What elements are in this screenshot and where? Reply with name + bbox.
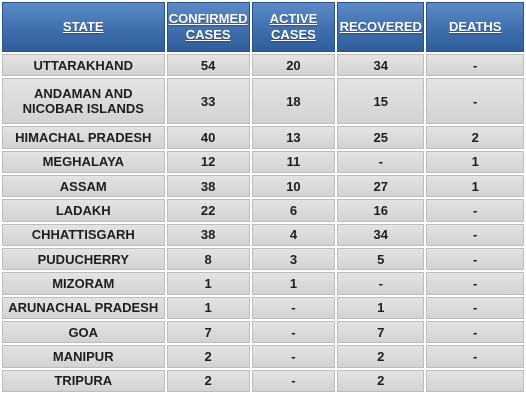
deaths-cell: - xyxy=(426,345,524,368)
table-row: GOA 7-7- xyxy=(2,320,524,344)
table-row: TRIPURA 2-2 xyxy=(2,369,524,392)
active-cell: - xyxy=(251,345,336,368)
state-cell: UTTARAKHAND xyxy=(2,54,165,77)
header-active-cases: ACTIVE CASES xyxy=(251,2,336,52)
table-row: ARUNACHAL PRADESH 1-1- xyxy=(2,296,524,319)
state-cell: MIZORAM xyxy=(2,272,165,295)
header-confirmed-cases: CONFIRMED CASES xyxy=(166,2,250,52)
deaths-cell: 1 xyxy=(426,174,524,198)
table-row: ANDAMAN AND NICOBAR ISLANDS 33 18 15- xyxy=(2,78,524,125)
confirmed-cell: 1 xyxy=(166,272,250,295)
recovered-cell: 2 xyxy=(337,369,425,392)
active-cell: 10 xyxy=(251,174,336,198)
deaths-cell: - xyxy=(426,199,524,222)
state-cell: CHHATTISGARH xyxy=(2,223,165,246)
recovered-cell: 27 xyxy=(337,174,425,198)
confirmed-cell: 7 xyxy=(166,320,250,344)
recovered-cell: - xyxy=(337,272,425,295)
table-row: UTTARAKHAND 54 20 34- xyxy=(2,54,524,77)
recovered-cell: 7 xyxy=(337,320,425,344)
deaths-cell: - xyxy=(426,223,524,246)
table-row: LADAKH 22 6 16- xyxy=(2,199,524,222)
state-cell: ASSAM xyxy=(2,174,165,198)
table-row: MANIPUR 2-2- xyxy=(2,345,524,368)
deaths-cell: - xyxy=(426,320,524,344)
header-deaths: DEATHS xyxy=(426,2,524,52)
active-cell: 18 xyxy=(251,78,336,125)
state-cell: ANDAMAN AND NICOBAR ISLANDS xyxy=(2,78,165,125)
state-cell: ARUNACHAL PRADESH xyxy=(2,296,165,319)
confirmed-cell: 40 xyxy=(166,126,250,149)
active-cell: - xyxy=(251,320,336,344)
confirmed-cell: 22 xyxy=(166,199,250,222)
active-cell: 1 xyxy=(251,272,336,295)
state-cell: PUDUCHERRY xyxy=(2,247,165,271)
recovered-cell: 2 xyxy=(337,345,425,368)
recovered-cell: 25 xyxy=(337,126,425,149)
header-recovered: RECOVERED xyxy=(337,2,425,52)
state-cell: MANIPUR xyxy=(2,345,165,368)
active-cell: 6 xyxy=(251,199,336,222)
confirmed-cell: 33 xyxy=(166,78,250,125)
deaths-cell: - xyxy=(426,272,524,295)
deaths-cell: - xyxy=(426,296,524,319)
active-cell: - xyxy=(251,296,336,319)
recovered-cell: 34 xyxy=(337,54,425,77)
table-row: CHHATTISGARH 38 4 34- xyxy=(2,223,524,246)
confirmed-cell: 1 xyxy=(166,296,250,319)
header-row: STATE CONFIRMED CASES ACTIVE CASES RECOV… xyxy=(2,2,524,52)
recovered-cell: 15 xyxy=(337,78,425,125)
deaths-cell: - xyxy=(426,78,524,125)
state-cell: LADAKH xyxy=(2,199,165,222)
state-cell: HIMACHAL PRADESH xyxy=(2,126,165,149)
recovered-cell: 1 xyxy=(337,296,425,319)
deaths-cell: 2 xyxy=(426,126,524,149)
deaths-cell: 1 xyxy=(426,150,524,173)
deaths-cell xyxy=(426,369,524,392)
state-cell: TRIPURA xyxy=(2,369,165,392)
confirmed-cell: 12 xyxy=(166,150,250,173)
deaths-cell: - xyxy=(426,247,524,271)
table-row: ASSAM 38 10 27 1 xyxy=(2,174,524,198)
active-cell: 11 xyxy=(251,150,336,173)
active-cell: 13 xyxy=(251,126,336,149)
table-row: PUDUCHERRY 8 3 5- xyxy=(2,247,524,271)
recovered-cell: 34 xyxy=(337,223,425,246)
confirmed-cell: 54 xyxy=(166,54,250,77)
confirmed-cell: 2 xyxy=(166,369,250,392)
table-body: UTTARAKHAND 54 20 34- ANDAMAN AND NICOBAR IS… xyxy=(2,54,524,392)
recovered-cell: 16 xyxy=(337,199,425,222)
active-cell: - xyxy=(251,369,336,392)
header-state: STATE xyxy=(2,2,165,52)
confirmed-cell: 2 xyxy=(166,345,250,368)
recovered-cell: - xyxy=(337,150,425,173)
deaths-cell: - xyxy=(426,54,524,77)
active-cell: 20 xyxy=(251,54,336,77)
recovered-cell: 5 xyxy=(337,247,425,271)
state-cell: GOA xyxy=(2,320,165,344)
confirmed-cell: 38 xyxy=(166,223,250,246)
confirmed-cell: 8 xyxy=(166,247,250,271)
active-cell: 4 xyxy=(251,223,336,246)
confirmed-cell: 38 xyxy=(166,174,250,198)
table-row: MIZORAM 1 1- - xyxy=(2,272,524,295)
state-cell: MEGHALAYA xyxy=(2,150,165,173)
table-row: MEGHALAYA 12 11-1 xyxy=(2,150,524,173)
active-cell: 3 xyxy=(251,247,336,271)
table-row: HIMACHAL PRADESH 40 13 25 2 xyxy=(2,126,524,149)
